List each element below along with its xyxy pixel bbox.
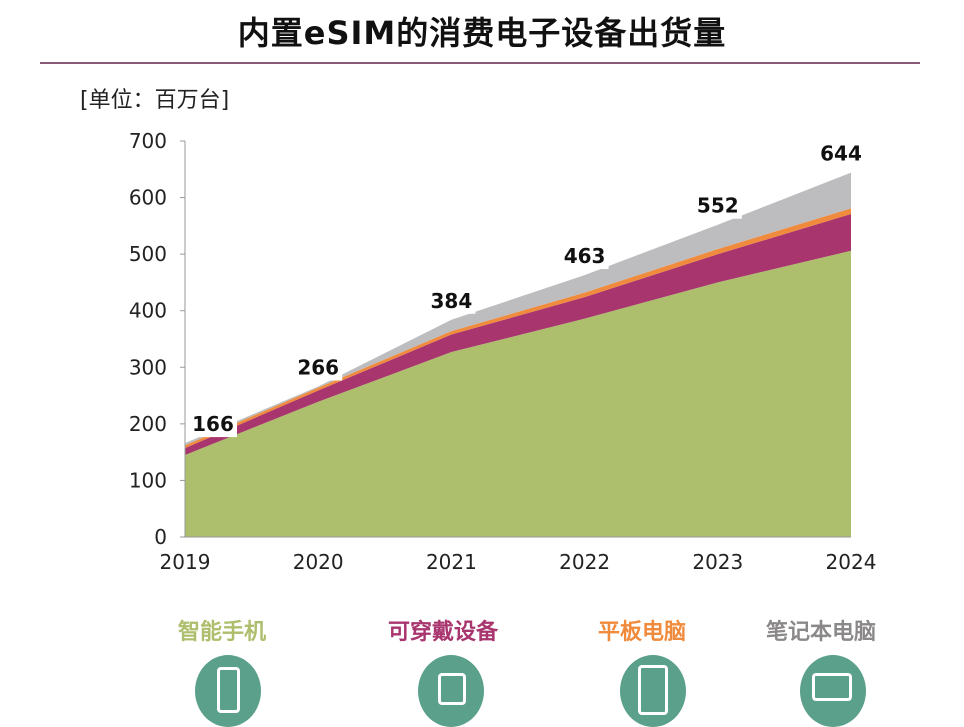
y-tick-label: 700 bbox=[129, 129, 167, 153]
x-tick-label: 2021 bbox=[426, 550, 477, 574]
y-tick-label: 400 bbox=[129, 299, 167, 323]
y-tick-label: 200 bbox=[129, 412, 167, 436]
chart-area: 0 100 200 300 400 500 600 700 2019 166 2020 266 2021… bbox=[129, 129, 877, 574]
data-label-total: 552 bbox=[697, 194, 739, 218]
title-divider bbox=[40, 62, 920, 64]
data-label-total: 644 bbox=[820, 142, 862, 166]
smartwatch-icon bbox=[418, 655, 484, 727]
unit-label: [单位：百万台] bbox=[80, 88, 230, 113]
y-tick-label: 500 bbox=[129, 242, 167, 266]
x-tick-label: 2020 bbox=[293, 550, 344, 574]
x-tick-label: 2022 bbox=[559, 550, 610, 574]
data-label-bg bbox=[294, 354, 343, 381]
area-series-3 bbox=[185, 172, 851, 446]
chart-title: 内置eSIM的消费电子设备出货量 bbox=[237, 14, 727, 52]
area-series-0 bbox=[185, 250, 851, 537]
data-label-bg bbox=[427, 287, 476, 314]
tablet-icon bbox=[620, 655, 686, 727]
legend-tablet: 平板电脑 bbox=[598, 620, 687, 645]
data-label-bg bbox=[817, 140, 865, 167]
legend-laptop: 笔记本电脑 bbox=[766, 620, 877, 645]
data-label-total: 384 bbox=[431, 289, 473, 313]
x-tick-label: 2019 bbox=[160, 550, 211, 574]
y-tick-label: 100 bbox=[129, 468, 167, 492]
x-tick-label: 2024 bbox=[826, 550, 877, 574]
data-label-bg bbox=[189, 411, 237, 438]
y-tick-label: 300 bbox=[129, 355, 167, 379]
smartphone-icon bbox=[195, 655, 261, 727]
laptop-icon bbox=[800, 655, 866, 727]
data-label-bg bbox=[693, 192, 742, 219]
data-label-total: 463 bbox=[564, 244, 606, 268]
legend-wearable: 可穿戴设备 bbox=[388, 620, 499, 645]
data-label-total: 266 bbox=[297, 356, 339, 380]
data-label-total: 166 bbox=[192, 412, 234, 436]
area-series-2 bbox=[185, 208, 851, 449]
y-tick-label: 0 bbox=[154, 525, 167, 549]
area-series-1 bbox=[185, 213, 851, 455]
legend-smartphone: 智能手机 bbox=[178, 620, 267, 645]
y-tick-label: 600 bbox=[129, 186, 167, 210]
x-tick-label: 2023 bbox=[692, 550, 743, 574]
data-label-bg bbox=[560, 243, 609, 270]
